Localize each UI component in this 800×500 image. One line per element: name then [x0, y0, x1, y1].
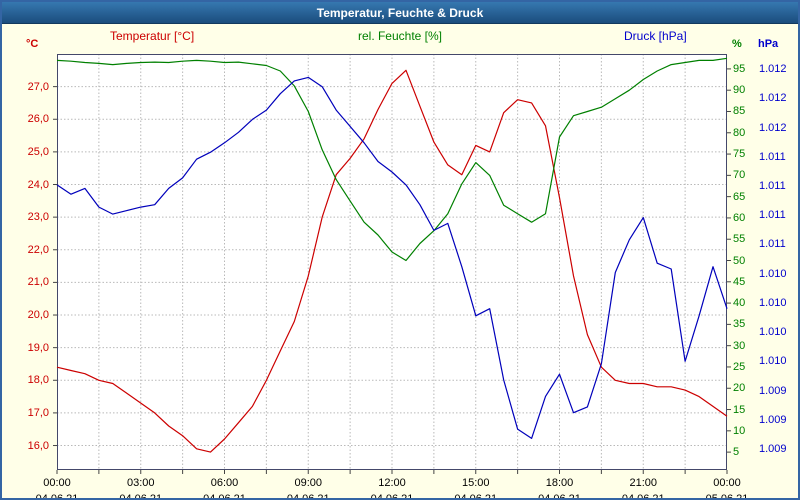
plot-canvas — [53, 54, 731, 474]
temperature-tick-label: 22,0 — [27, 243, 49, 256]
temperature-tick-label: 26,0 — [27, 113, 49, 126]
date-tick-label: 04.06.21 — [119, 493, 163, 500]
pressure-tick-label: 1.012 — [759, 92, 787, 105]
temperature-tick-label: 16,0 — [27, 439, 49, 452]
pressure-tick-label: 1.009 — [759, 442, 787, 455]
humidity-tick-label: 20 — [733, 382, 746, 395]
time-tick-label: 06:00 — [210, 477, 239, 489]
humidity-tick-label: 35 — [733, 318, 746, 331]
date-tick-label: 04.06.21 — [370, 493, 414, 500]
time-tick-label: 00:00 — [43, 477, 71, 489]
plot-area — [53, 54, 731, 474]
date-tick-label: 04.06.21 — [621, 493, 665, 500]
temperature-tick-label: 23,0 — [27, 211, 49, 224]
series-pressure-line — [56, 76, 728, 439]
pressure-tick-label: 1.009 — [759, 384, 787, 397]
humidity-tick-label: 95 — [733, 62, 746, 75]
time-tick-label: 03:00 — [126, 477, 155, 489]
legend-pressure: Druck [hPa] — [624, 29, 687, 43]
temperature-tick-label: 21,0 — [27, 276, 49, 289]
pressure-tick-label: 1.012 — [759, 63, 787, 76]
date-tick-label: 04.06.21 — [35, 493, 79, 500]
pressure-tick-label: 1.011 — [759, 238, 786, 251]
plot-frame — [57, 54, 727, 470]
humidity-tick-label: 10 — [733, 424, 746, 437]
temperature-tick-label: 27,0 — [27, 80, 49, 93]
humidity-tick-label: 70 — [733, 169, 746, 182]
time-tick-label: 12:00 — [378, 477, 406, 489]
humidity-tick-label: 60 — [733, 211, 746, 224]
time-tick-label: 09:00 — [294, 477, 323, 489]
pressure-unit-label: hPa — [758, 38, 779, 50]
humidity-unit-label: % — [732, 38, 742, 50]
date-tick-label: 05.06.21 — [705, 493, 749, 500]
humidity-tick-label: 50 — [733, 254, 746, 267]
humidity-tick-label: 40 — [733, 297, 746, 310]
pressure-tick-label: 1.009 — [759, 413, 787, 426]
pressure-tick-label: 1.011 — [759, 180, 786, 193]
time-tick-label: 00:00 — [713, 477, 741, 489]
temperature-tick-label: 18,0 — [27, 374, 49, 387]
temperature-tick-label: 20,0 — [27, 309, 49, 322]
temperature-tick-label: 25,0 — [27, 145, 49, 158]
time-tick-label: 15:00 — [461, 477, 490, 489]
pressure-tick-label: 1.011 — [759, 209, 786, 222]
chart-area: Temperatur [°C] rel. Feuchte [%] Druck [… — [2, 24, 798, 498]
time-tick-label: 21:00 — [629, 477, 658, 489]
date-tick-label: 04.06.21 — [286, 493, 330, 500]
humidity-tick-label: 90 — [733, 84, 746, 97]
humidity-tick-label: 55 — [733, 233, 746, 246]
date-tick-label: 04.06.21 — [203, 493, 246, 500]
temperature-tick-label: 17,0 — [27, 406, 49, 419]
pressure-tick-label: 1.010 — [759, 267, 787, 280]
humidity-tick-label: 80 — [733, 126, 746, 139]
temperature-tick-label: 24,0 — [27, 178, 49, 191]
series-temperature-line — [56, 69, 728, 453]
series-humidity-line — [56, 57, 728, 262]
temperature-axis: 27,0 26,0 25,0 24,0 23,0 22,0 21,0 20,0 19,0 18,0… — [2, 24, 53, 498]
pressure-tick-label: 1.010 — [759, 355, 787, 368]
pressure-tick-label: 1.010 — [759, 296, 787, 309]
humidity-tick-label: 25 — [733, 360, 746, 373]
legend-temperature: Temperatur [°C] — [110, 29, 195, 43]
temperature-unit-label: °C — [26, 38, 39, 50]
pressure-tick-label: 1.010 — [759, 326, 787, 339]
temperature-tick-label: 19,0 — [27, 341, 49, 354]
time-tick-label: 18:00 — [545, 477, 574, 489]
date-tick-label: 04.06.21 — [538, 493, 581, 500]
humidity-tick-label: 30 — [733, 339, 746, 352]
pressure-tick-label: 1.012 — [759, 121, 787, 134]
pressure-tick-label: 1.011 — [759, 150, 786, 163]
humidity-tick-label: 65 — [733, 190, 746, 203]
humidity-tick-label: 45 — [733, 275, 746, 288]
humidity-tick-label: 15 — [733, 403, 746, 416]
legend-humidity: rel. Feuchte [%] — [357, 29, 443, 43]
humidity-tick-label: 5 — [733, 446, 740, 459]
humidity-tick-label: 85 — [733, 105, 746, 118]
humidity-tick-label: 75 — [733, 148, 746, 161]
title-bar[interactable]: Temperatur, Feuchte & Druck — [2, 2, 798, 24]
window-title: Temperatur, Feuchte & Druck — [316, 5, 484, 20]
date-tick-label: 04.06.21 — [454, 493, 498, 500]
